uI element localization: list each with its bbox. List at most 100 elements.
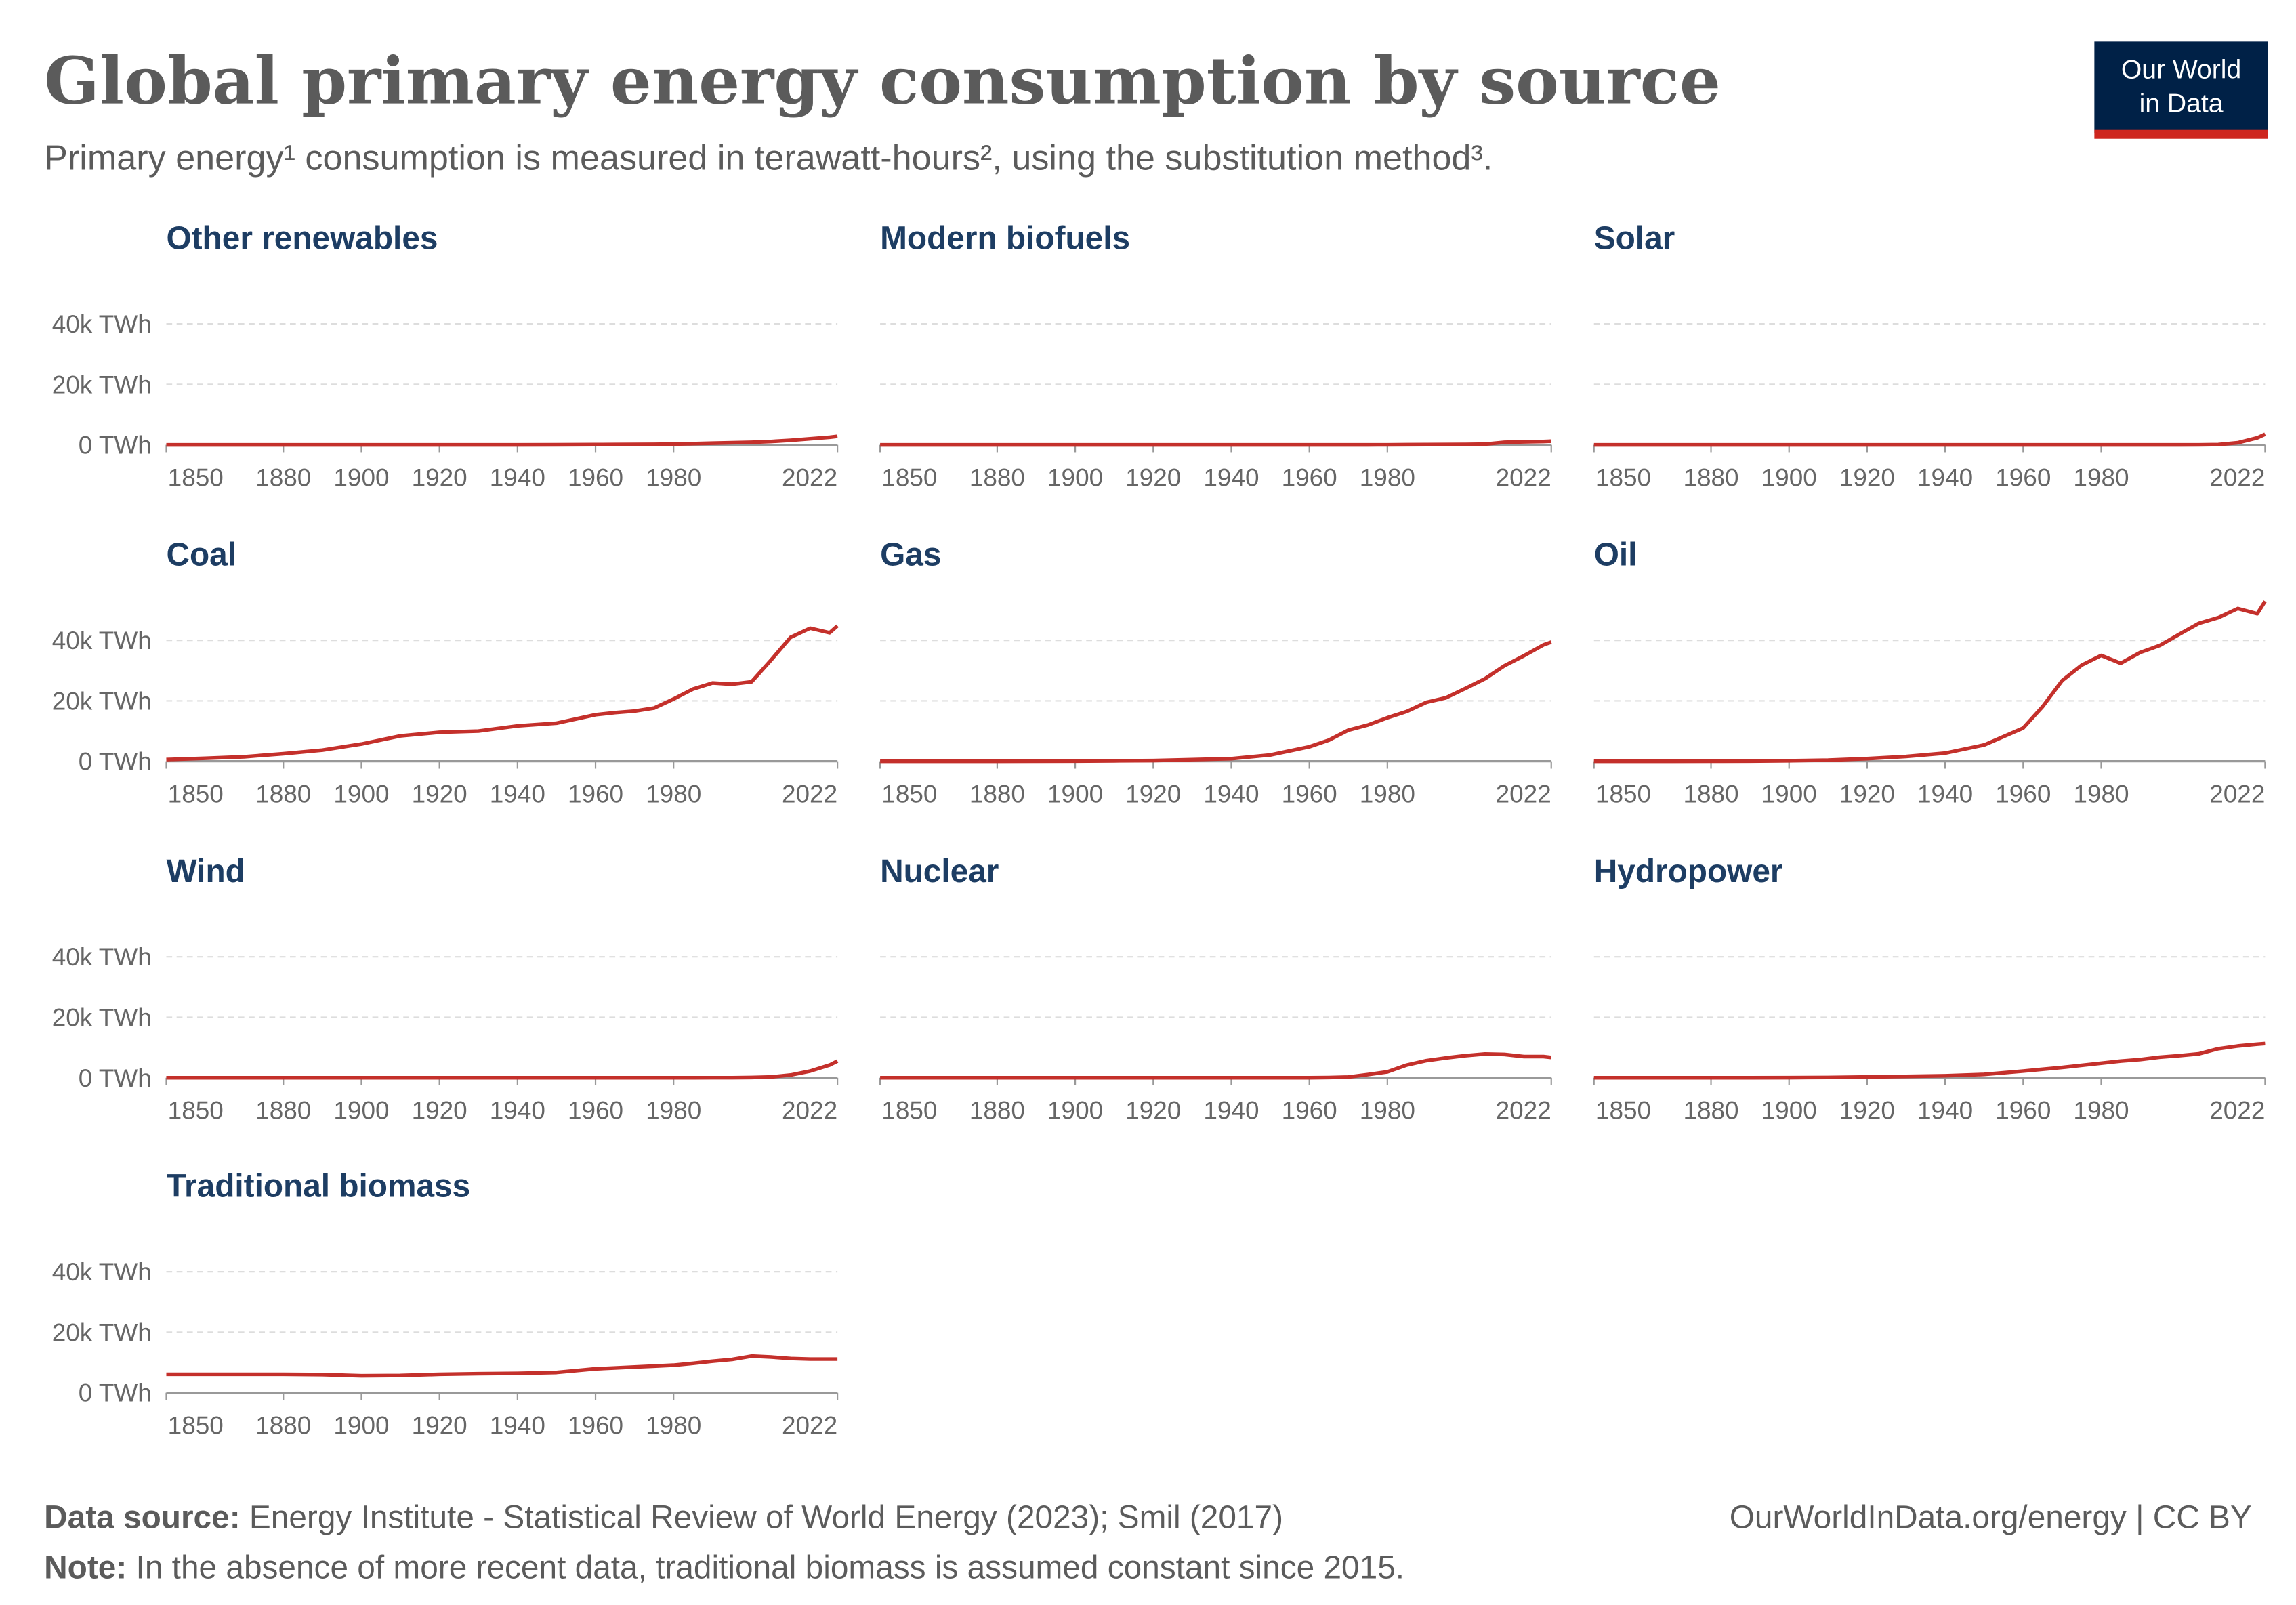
x-tick-label: 1960	[1282, 463, 1337, 491]
note: Note: In the absence of more recent data…	[44, 1549, 1404, 1585]
source: Data source: Energy Institute - Statisti…	[44, 1500, 1283, 1536]
data-line	[1593, 1041, 2266, 1080]
x-tick-label: 1850	[168, 780, 224, 808]
x-tick-label: 1920	[412, 780, 467, 808]
x-tick-label: 1850	[881, 463, 937, 491]
x-tick-label: 1850	[168, 1411, 224, 1439]
x-tick-label: 1880	[969, 463, 1025, 491]
panel-title: Nuclear	[880, 854, 999, 890]
panel-title: Oil	[1594, 537, 1637, 573]
x-tick-label: 1960	[1995, 463, 2051, 491]
x-tick-label: 1960	[1995, 780, 2051, 808]
x-tick-label: 1940	[1917, 780, 1973, 808]
panel-title: Other renewables	[166, 221, 438, 257]
panel-title: Wind	[166, 854, 245, 890]
x-tick-label: 1940	[490, 1411, 545, 1439]
x-tick-label: 1920	[412, 1411, 467, 1439]
x-tick-label: 1900	[1761, 1097, 1817, 1125]
panel-title: Modern biofuels	[880, 221, 1130, 257]
x-tick-label: 1940	[1917, 1097, 1973, 1125]
x-tick-label: 1960	[1282, 1097, 1337, 1125]
x-tick-label: 1960	[568, 463, 623, 491]
x-tick-label: 2022	[782, 463, 837, 491]
x-tick-label: 1920	[1839, 1097, 1895, 1125]
x-tick-label: 1920	[412, 1097, 467, 1125]
x-tick-label: 1850	[168, 463, 224, 491]
x-tick-label: 2022	[782, 1411, 837, 1439]
x-tick-label: 1940	[490, 780, 545, 808]
y-tick-label: 0 TWh	[79, 432, 152, 459]
x-tick-label: 1960	[1282, 780, 1337, 808]
x-tick-label: 1900	[333, 1097, 389, 1125]
x-tick-label: 1920	[1839, 780, 1895, 808]
x-tick-label: 1900	[1761, 780, 1817, 808]
data-line	[1593, 432, 2266, 447]
x-tick-label: 1850	[881, 1097, 937, 1125]
data-line	[166, 1354, 838, 1378]
panel-title: Gas	[880, 537, 941, 573]
x-tick-label: 1850	[168, 1097, 224, 1125]
data-line	[166, 624, 839, 762]
x-tick-label: 1880	[1683, 463, 1738, 491]
x-tick-label: 1880	[1683, 1097, 1738, 1125]
x-tick-label: 1960	[568, 780, 623, 808]
y-tick-label: 0 TWh	[79, 1379, 152, 1407]
x-tick-label: 1920	[1125, 463, 1181, 491]
x-tick-label: 1920	[1839, 463, 1895, 491]
x-tick-label: 1880	[969, 1097, 1025, 1125]
x-tick-label: 1940	[490, 463, 545, 491]
logo-bar	[2094, 129, 2268, 139]
panel-title: Traditional biomass	[166, 1169, 470, 1205]
x-tick-label: 1850	[881, 780, 937, 808]
x-tick-label: 1920	[1125, 1097, 1181, 1125]
x-tick-label: 1850	[1595, 780, 1651, 808]
logo: Our World in Data	[2094, 41, 2268, 139]
logo-text: Our World	[2121, 56, 2241, 85]
x-tick-label: 1940	[1203, 780, 1259, 808]
y-tick-label: 40k TWh	[52, 627, 152, 654]
x-tick-label: 1960	[1995, 1097, 2051, 1125]
x-tick-label: 2022	[2209, 463, 2265, 491]
panel-title: Solar	[1594, 221, 1675, 257]
x-tick-label: 2022	[2209, 1097, 2265, 1125]
x-tick-label: 1920	[412, 463, 467, 491]
data-line	[166, 434, 838, 447]
x-tick-label: 1880	[1683, 780, 1738, 808]
x-tick-label: 1920	[1125, 780, 1181, 808]
y-tick-label: 20k TWh	[52, 1004, 152, 1032]
x-tick-label: 2022	[1496, 1097, 1551, 1125]
x-tick-label: 1900	[1047, 1097, 1103, 1125]
x-tick-label: 1980	[646, 780, 701, 808]
x-tick-label: 1900	[333, 463, 389, 491]
data-line	[880, 1051, 1552, 1080]
x-tick-label: 1880	[255, 463, 311, 491]
x-tick-label: 2022	[2209, 780, 2265, 808]
panel-title: Coal	[166, 537, 236, 573]
x-tick-label: 1980	[2073, 780, 2129, 808]
x-tick-label: 1850	[1595, 1097, 1651, 1125]
x-tick-label: 1880	[255, 1411, 311, 1439]
y-tick-label: 40k TWh	[52, 943, 152, 971]
x-tick-label: 1980	[646, 463, 701, 491]
x-tick-label: 1980	[1360, 463, 1415, 491]
x-tick-label: 1980	[646, 1411, 701, 1439]
source-text: Energy Institute - Statistical Review of…	[249, 1500, 1283, 1536]
logo-box	[2094, 41, 2268, 133]
data-line	[166, 1059, 839, 1080]
x-tick-label: 1900	[1761, 463, 1817, 491]
source-label: Data source:	[44, 1500, 240, 1536]
x-tick-label: 1880	[969, 780, 1025, 808]
note-text: In the absence of more recent data, trad…	[136, 1549, 1404, 1585]
x-tick-label: 1940	[1203, 463, 1259, 491]
x-tick-label: 1900	[1047, 780, 1103, 808]
x-tick-label: 1900	[333, 1411, 389, 1439]
panel-title: Hydropower	[1594, 854, 1783, 890]
x-tick-label: 1980	[1360, 1097, 1415, 1125]
y-tick-label: 40k TWh	[52, 1258, 152, 1286]
x-tick-label: 2022	[1496, 463, 1551, 491]
chart-title: Global primary energy consumption by sou…	[44, 43, 1721, 119]
y-tick-label: 20k TWh	[52, 1318, 152, 1346]
x-tick-label: 2022	[782, 1097, 837, 1125]
